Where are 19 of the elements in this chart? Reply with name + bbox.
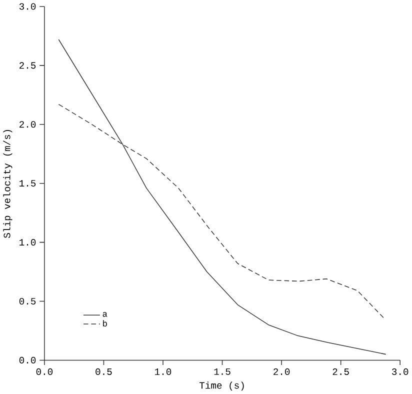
y-tick-label: 3.0 [19,3,36,10]
x-tick-label: 0.0 [36,368,53,376]
x-tick-label: 1.5 [214,368,230,375]
y-tick-label: 1.0 [20,239,36,246]
y-tick-label: 2.0 [20,121,36,128]
x-tick-label: 0.5 [96,368,112,376]
x-tick-label: 3.0 [392,368,408,376]
x-axis-title: Time (s) [199,382,244,391]
x-tick-label: 1.0 [155,368,172,376]
y-axis-title: Slip velocity (m/s) [3,130,12,238]
y-tick-label: 0.5 [19,298,36,305]
y-tick-label: 2.5 [20,62,36,69]
legend-label: a [102,312,108,317]
y-tick-label: 1.5 [20,180,36,187]
legend-label: b [103,320,107,327]
x-tick-label: 2.0 [274,368,290,376]
line-series [58,39,386,355]
x-tick-label: 2.5 [332,368,349,376]
y-tick-label: 0.0 [19,357,36,364]
